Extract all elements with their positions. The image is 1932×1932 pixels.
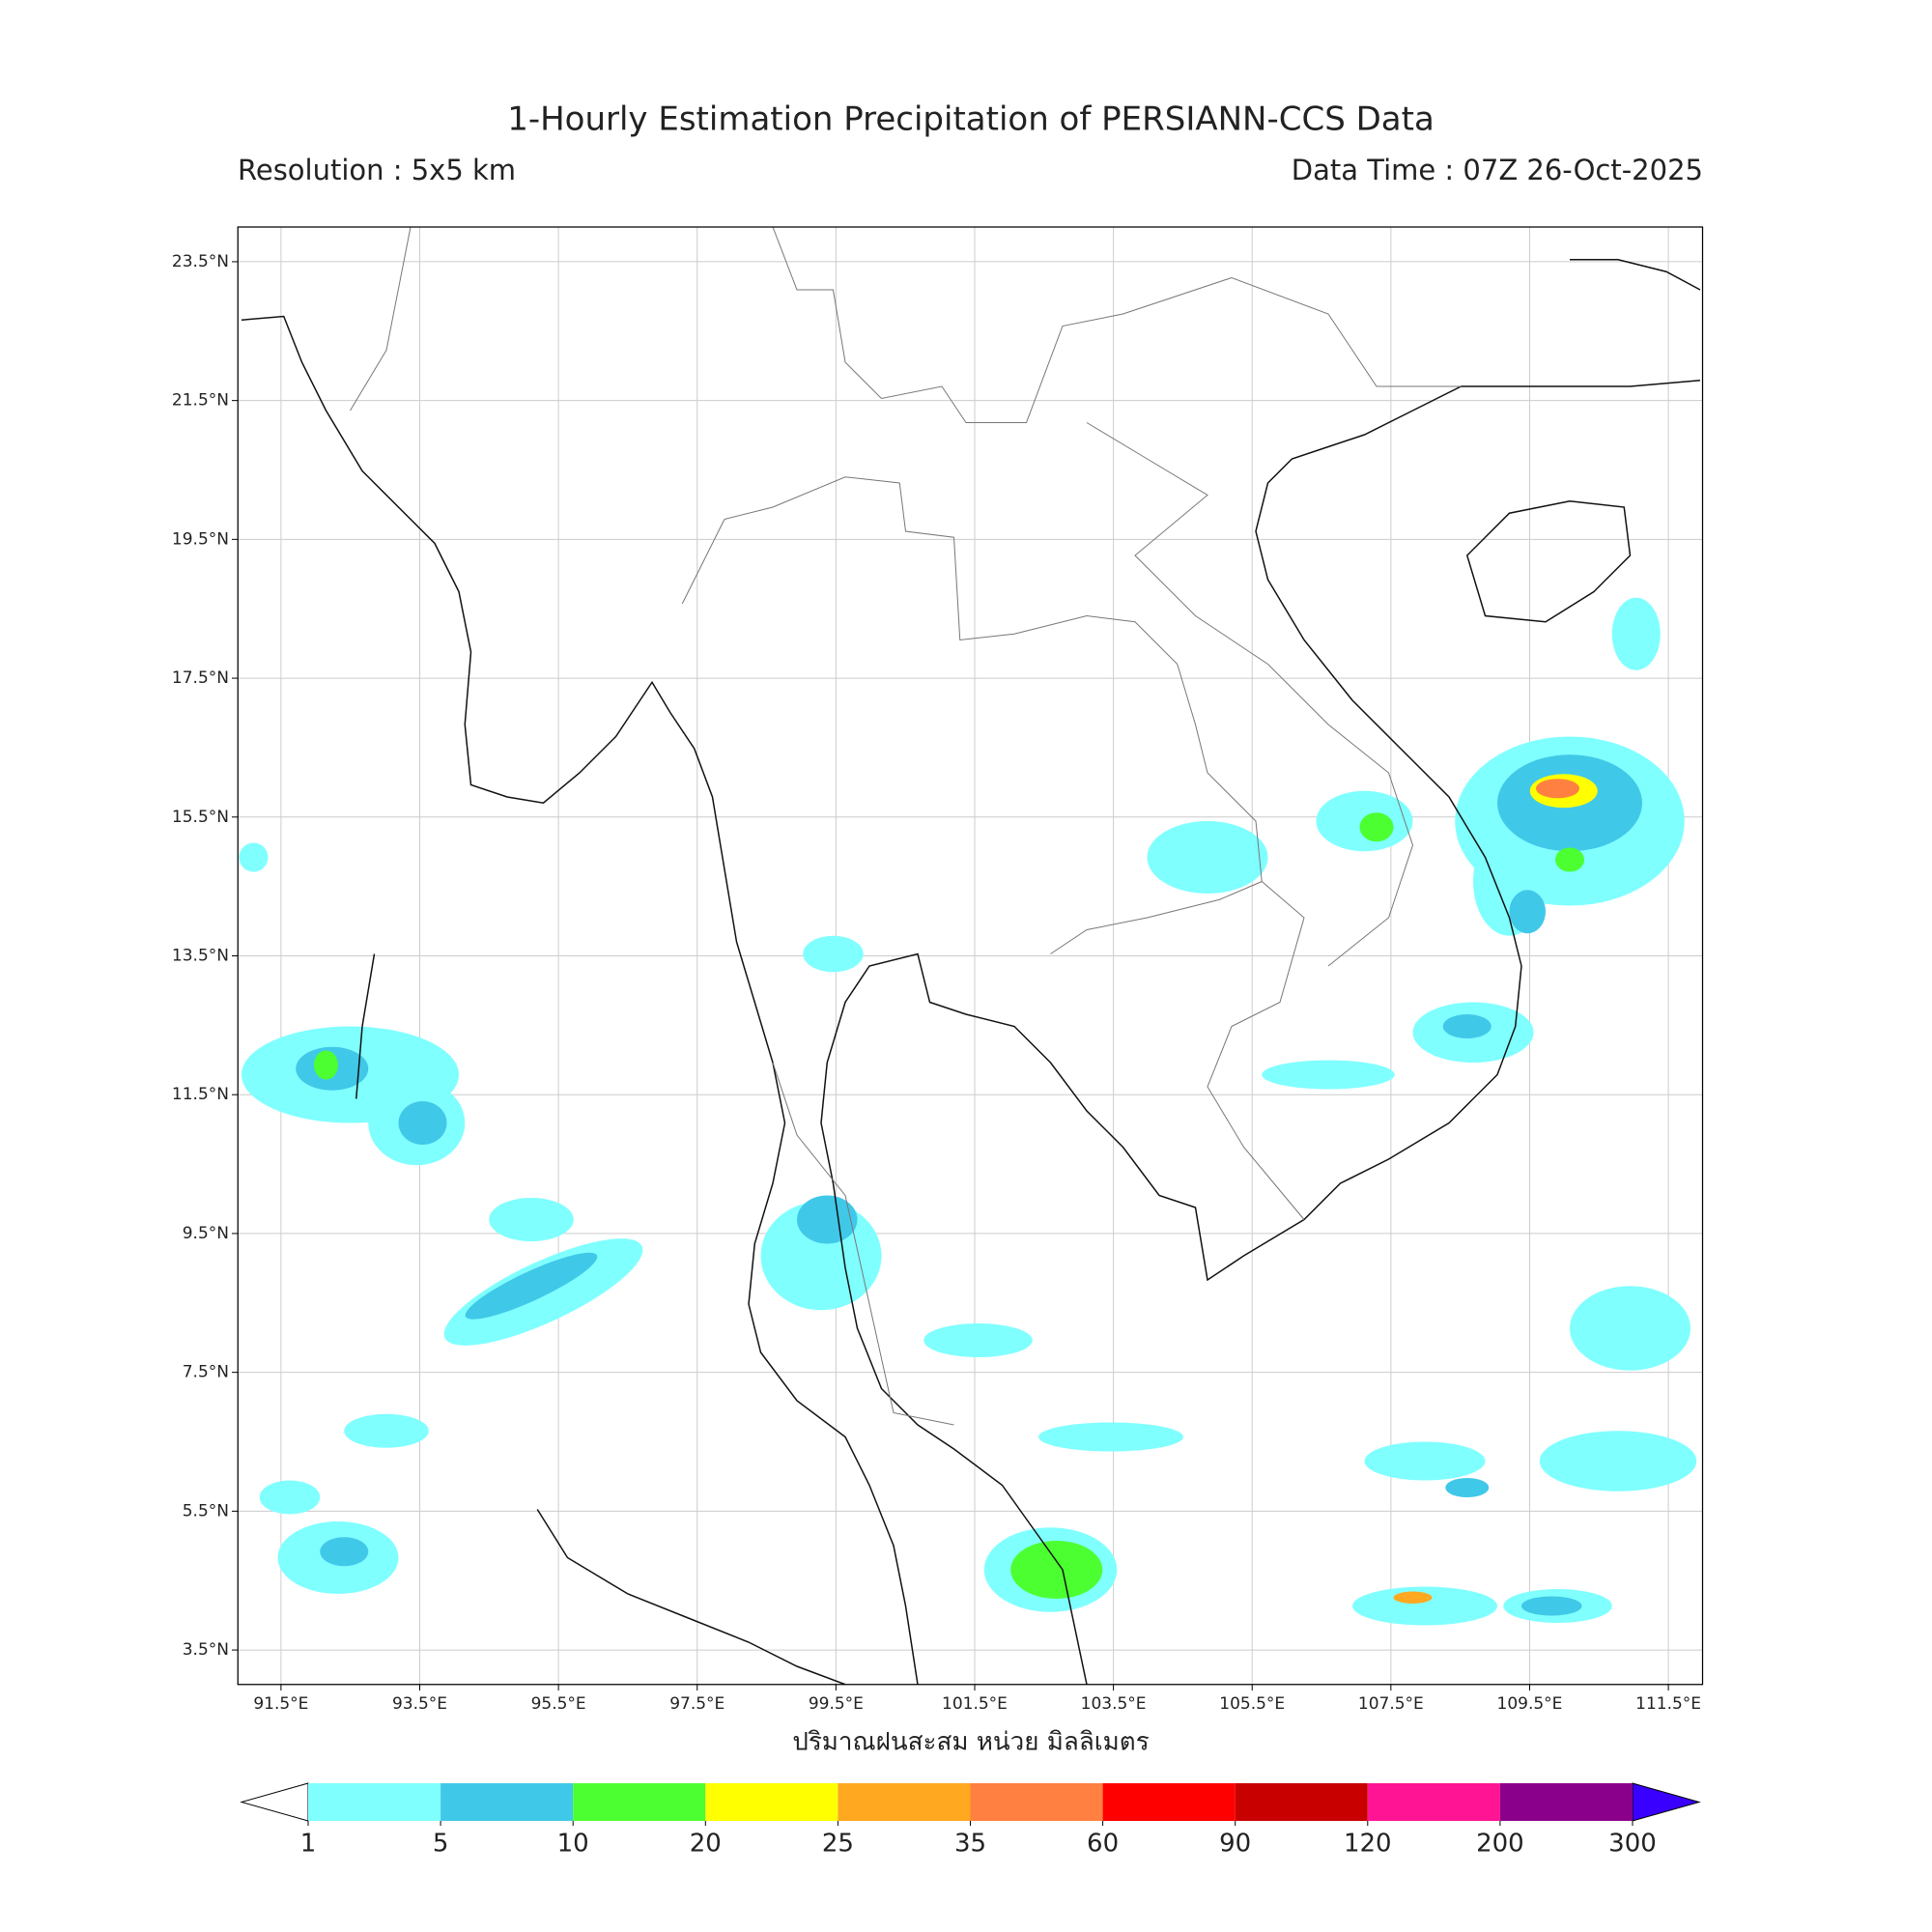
title: 1-Hourly Estimation Precipitation of PER… bbox=[507, 100, 1435, 139]
resolution: Resolution : 5x5 km bbox=[238, 154, 516, 186]
colorbar-segment bbox=[970, 1783, 1103, 1821]
x-tick-label: 93.5°E bbox=[392, 1694, 447, 1714]
y-tick-label: 9.5°N bbox=[183, 1224, 229, 1243]
over-extension bbox=[1632, 1782, 1701, 1822]
x-tick-label: 111.5°E bbox=[1635, 1694, 1701, 1714]
geography bbox=[241, 227, 1701, 1685]
colorbar-label: 60 bbox=[1087, 1830, 1119, 1859]
colorbar-label: 1 bbox=[300, 1830, 317, 1859]
y-tick-label: 5.5°N bbox=[183, 1501, 229, 1520]
colorbar-label: 5 bbox=[433, 1830, 449, 1859]
precipitation bbox=[239, 597, 1697, 1626]
y-tick-label: 19.5°N bbox=[172, 529, 229, 549]
colorbar-label: 90 bbox=[1219, 1830, 1251, 1859]
colorbar-segment bbox=[1102, 1783, 1236, 1821]
colorbar-label: 25 bbox=[822, 1830, 854, 1859]
y-tick-label: 15.5°N bbox=[172, 808, 229, 827]
map-frame bbox=[237, 226, 1704, 1686]
colorbar-segment bbox=[705, 1783, 838, 1821]
x-tick-label: 97.5°E bbox=[669, 1694, 724, 1714]
x-tick-label: 103.5°E bbox=[1081, 1694, 1147, 1714]
map-layer bbox=[237, 226, 1704, 1686]
x-axis-label: ปริมาณฝนสะสม หน่วย มิลลิเมตร bbox=[792, 1728, 1149, 1757]
colorbar-label: 10 bbox=[557, 1830, 589, 1859]
x-tick-label: 99.5°E bbox=[809, 1694, 864, 1714]
colorbar-label: 35 bbox=[954, 1830, 986, 1859]
y-tick-label: 3.5°N bbox=[183, 1640, 229, 1660]
y-tick-label: 13.5°N bbox=[172, 947, 229, 966]
y-tick-label: 17.5°N bbox=[172, 668, 229, 688]
colorbar-segment bbox=[838, 1783, 971, 1821]
colorbar-segment bbox=[308, 1783, 441, 1821]
ticks: 91.5°E 93.5°E 95.5°E 97.5°E 99.5°E 101.5°E 103… bbox=[172, 252, 1701, 1714]
x-tick-label: 107.5°E bbox=[1358, 1694, 1424, 1714]
y-tick-label: 21.5°N bbox=[172, 391, 229, 411]
x-tick-label: 95.5°E bbox=[531, 1694, 586, 1714]
x-tick-label: 91.5°E bbox=[253, 1694, 308, 1714]
colorbar-segment bbox=[1367, 1783, 1500, 1821]
x-tick-label: 105.5°E bbox=[1219, 1694, 1285, 1714]
x-tick-label: 109.5°E bbox=[1497, 1694, 1563, 1714]
x-tick-label: 101.5°E bbox=[942, 1694, 1008, 1714]
colorbar-label: 300 bbox=[1608, 1830, 1657, 1859]
colorbar-label: 200 bbox=[1476, 1830, 1524, 1859]
colorbar-label: 20 bbox=[690, 1830, 722, 1859]
grid bbox=[238, 227, 1703, 1685]
colorbar-segment bbox=[1499, 1783, 1633, 1821]
y-tick-label: 23.5°N bbox=[172, 252, 229, 271]
y-tick-label: 11.5°N bbox=[172, 1085, 229, 1104]
colorbar-label: 120 bbox=[1344, 1830, 1392, 1859]
colorbar-segment bbox=[440, 1783, 574, 1821]
colorbar: 1 5 10 20 25 35 60 90 120 200 300 bbox=[240, 1782, 1701, 1859]
under-extension bbox=[240, 1782, 309, 1822]
y-tick-label: 7.5°N bbox=[183, 1363, 229, 1382]
data-time: Data Time : 07Z 26-Oct-2025 bbox=[1292, 154, 1703, 186]
colorbar-segment bbox=[1235, 1783, 1368, 1821]
colorbar-segment bbox=[573, 1783, 706, 1821]
